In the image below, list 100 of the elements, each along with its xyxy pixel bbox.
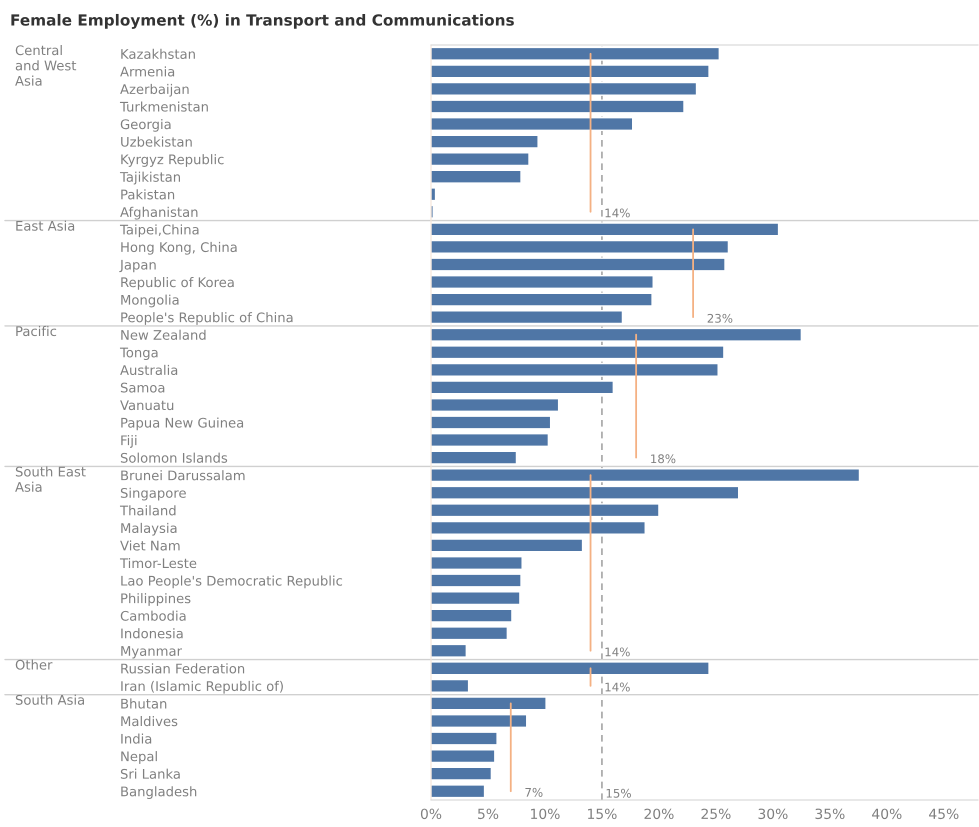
bar — [431, 170, 522, 184]
bar — [431, 222, 780, 236]
bar — [431, 714, 528, 728]
bar — [431, 240, 730, 254]
bar — [431, 486, 740, 500]
bar — [431, 450, 518, 465]
x-tick-label: 20% — [644, 808, 674, 820]
y-tick-label: Timor-Leste — [120, 558, 196, 568]
x-tick-label: 30% — [758, 808, 788, 820]
y-tick-label: Tonga — [120, 348, 158, 360]
bar — [431, 380, 614, 394]
bar — [431, 99, 685, 114]
bar — [431, 116, 634, 132]
text: South East Asia — [15, 466, 86, 492]
y-tick-label: Afghanistan — [120, 206, 198, 220]
y-tick-label: People's Republic of China — [121, 312, 293, 325]
y-tick-label: Philippines — [121, 593, 190, 606]
data-label: 14% — [606, 208, 630, 218]
bar — [431, 468, 860, 482]
y-tick-label: Pakistan — [121, 189, 174, 200]
y-tick-label: Sri Lanka — [120, 768, 180, 779]
y-tick-label: Vanuatu — [120, 400, 174, 410]
y-tick-label: Japan — [119, 260, 156, 272]
bar — [431, 152, 530, 166]
y-tick-label: Tajikistan — [120, 172, 180, 184]
bar — [431, 310, 624, 324]
bar — [431, 257, 726, 272]
y-tick-label: Uzbekistan — [121, 136, 192, 147]
bar — [431, 749, 496, 764]
x-tick-label: 15% — [588, 808, 617, 820]
bar — [431, 292, 653, 307]
x-tick-label: 25% — [701, 808, 731, 820]
data-label: 7% — [525, 788, 543, 797]
bar — [431, 556, 523, 570]
y-tick-label: Australia — [120, 364, 178, 376]
x-tick-label: 40% — [872, 808, 902, 820]
y-tick-label: Georgia — [120, 119, 171, 132]
bar — [431, 661, 710, 676]
ref-line-label: 15% — [606, 788, 631, 798]
bar — [431, 538, 584, 552]
x-tick-label: 0% — [420, 808, 442, 820]
y-tick-label: Kyrgyz Republic — [121, 154, 224, 167]
bar — [431, 275, 654, 290]
bar — [431, 644, 468, 658]
y-tick-label: Lao People's Democratic Republic — [121, 576, 342, 588]
y-tick-label: Viet Nam — [120, 540, 180, 551]
y-tick-label: Hong Kong, China — [121, 242, 237, 255]
bar — [431, 608, 513, 623]
y-tick-label: Solomon Islands — [120, 452, 228, 463]
bar — [431, 520, 646, 535]
y-tick-label: Bhutan — [121, 698, 166, 709]
bar — [431, 784, 486, 798]
bar — [431, 46, 720, 61]
bar — [431, 187, 436, 202]
y-tick-label: India — [121, 734, 152, 744]
text: Central and West Asia — [15, 45, 76, 86]
y-tick-label: Malaysia — [121, 522, 176, 536]
bar — [431, 64, 710, 78]
text: South Asia — [16, 694, 84, 705]
data-label: 14% — [606, 647, 630, 656]
bar — [431, 591, 521, 606]
y-tick-label: Republic of Korea — [121, 277, 234, 290]
x-tick-label: 10% — [531, 808, 560, 820]
y-tick-label: Samoa — [120, 382, 164, 393]
y-tick-label: Azerbaijan — [120, 84, 189, 97]
y-tick-label: New Zealand — [121, 330, 206, 340]
y-tick-label: Taipei,China — [120, 224, 198, 238]
bar — [431, 678, 470, 693]
text: East Asia — [16, 220, 74, 231]
text: Other — [16, 660, 52, 670]
text: Female Employment (%) in Transport and Communications — [11, 14, 514, 29]
y-tick-label: Myanmar — [121, 646, 182, 659]
y-tick-label: Kazakhstan — [121, 48, 195, 59]
bar — [431, 82, 698, 96]
bar — [431, 345, 725, 360]
bar — [431, 134, 539, 149]
y-tick-label: Thailand — [120, 505, 176, 516]
x-tick-label: 5% — [478, 808, 498, 820]
bar — [431, 328, 802, 342]
bar — [431, 766, 492, 781]
y-tick-label: Mongolia — [121, 294, 178, 308]
bar — [431, 362, 719, 377]
y-tick-label: Armenia — [120, 66, 174, 77]
text: Pacific — [16, 326, 56, 336]
y-tick-label: Iran (Islamic Republic of) — [121, 680, 283, 694]
bar — [431, 696, 547, 710]
bar — [431, 398, 560, 412]
y-tick-label: Brunei Darussalam — [121, 470, 245, 480]
y-tick-label: Fiji — [121, 435, 136, 448]
y-tick-label: Indonesia — [121, 628, 183, 638]
bar — [431, 626, 508, 640]
y-tick-label: Maldives — [121, 716, 178, 726]
y-tick-label: Russian Federation — [121, 663, 244, 674]
data-label: 18% — [651, 454, 676, 464]
y-tick-label: Bangladesh — [121, 786, 196, 799]
y-tick-label: Nepal — [121, 751, 157, 764]
data-label: 14% — [606, 682, 630, 692]
x-tick-label: 45% — [929, 808, 958, 820]
bar — [431, 433, 550, 448]
bar — [431, 732, 498, 746]
